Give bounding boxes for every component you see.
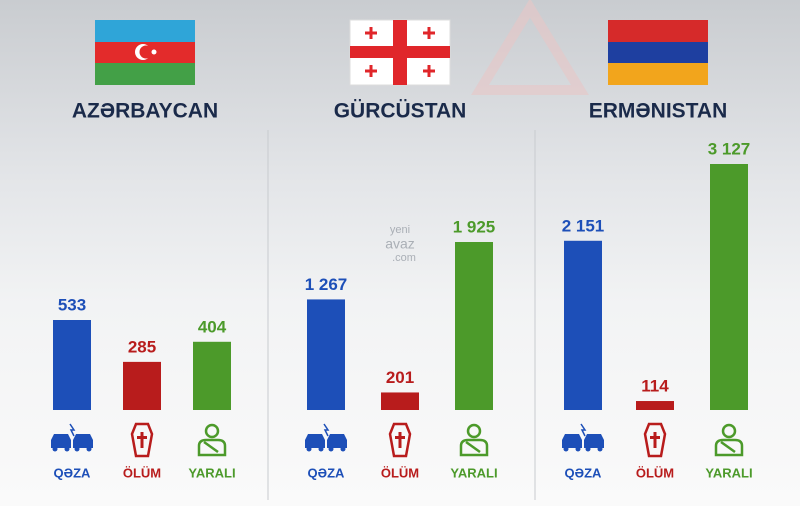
person-body	[197, 438, 227, 457]
car-wheel	[597, 446, 603, 452]
coffin-cross	[653, 432, 657, 448]
person-head	[721, 423, 737, 439]
coffin-cross	[650, 436, 660, 439]
category-label: ÖLÜM	[636, 465, 674, 480]
coffin-cross	[395, 436, 405, 439]
bar	[564, 240, 602, 410]
coffin-icon	[643, 422, 667, 458]
flag-small-cross	[427, 65, 431, 77]
car-wheel	[52, 446, 58, 452]
country-title: GÜRCÜSTAN	[334, 100, 467, 123]
crash-spark	[69, 423, 76, 437]
flag	[608, 20, 708, 85]
country-title: ERMƏNISTAN	[589, 100, 728, 123]
car-wheel	[74, 446, 80, 452]
category-label: ÖLÜM	[381, 465, 419, 480]
person-head	[466, 423, 482, 439]
watermark-text: avaz	[385, 236, 415, 252]
bar	[710, 164, 748, 410]
category-icon	[51, 423, 93, 452]
value-label: 404	[198, 317, 227, 336]
coffin-icon	[388, 422, 412, 458]
category-label: YARALI	[188, 465, 235, 480]
flag-stripe	[608, 20, 708, 42]
person-sling	[203, 440, 219, 454]
flag-stripe	[608, 42, 708, 63]
warning-sign	[471, 0, 589, 95]
category-label: YARALI	[450, 465, 497, 480]
category-icon	[388, 422, 412, 458]
category-icon	[714, 423, 744, 457]
car-icon	[584, 434, 604, 448]
person-sling	[465, 440, 481, 454]
category-label: YARALI	[705, 465, 752, 480]
person-body	[459, 438, 489, 457]
coffin-cross	[398, 432, 402, 448]
car-icon	[73, 434, 93, 448]
crash-spark	[580, 423, 587, 437]
category-label: QƏZA	[308, 465, 345, 480]
car-icon	[305, 434, 325, 448]
flag-stripe	[95, 20, 195, 42]
category-icon	[562, 423, 604, 452]
car-wheel	[340, 446, 346, 452]
car-icon	[51, 434, 71, 448]
watermark-text: yeni	[390, 224, 410, 236]
flag-small-cross	[369, 65, 373, 77]
car-icon	[327, 434, 347, 448]
coffin-cross	[140, 432, 144, 448]
bar	[53, 320, 91, 410]
coffin-icon	[130, 422, 154, 458]
country-title: AZƏRBAYCAN	[72, 100, 218, 123]
car-wheel	[563, 446, 569, 452]
bar	[381, 392, 419, 410]
car-wheel	[306, 446, 312, 452]
bar	[455, 242, 493, 410]
flag-stripe	[95, 63, 195, 85]
value-label: 1 267	[305, 275, 348, 294]
value-label: 114	[641, 377, 669, 396]
category-icon	[459, 423, 489, 457]
watermark: yeni avaz .com	[385, 224, 416, 264]
person-body	[714, 438, 744, 457]
flag-crescent	[139, 45, 153, 59]
category-icon	[130, 422, 154, 458]
value-label: 533	[58, 295, 86, 314]
category-label: QƏZA	[54, 465, 91, 480]
flag	[349, 19, 451, 86]
car-wheel	[328, 446, 334, 452]
value-label: 1 925	[453, 217, 496, 236]
car-wheel	[318, 446, 324, 452]
value-label: 3 127	[708, 139, 751, 158]
person-head	[204, 423, 220, 439]
bar	[636, 401, 674, 410]
value-label: 285	[128, 337, 156, 356]
car-wheel	[86, 446, 92, 452]
flag-small-cross	[427, 27, 431, 39]
flag-stripe	[608, 63, 708, 85]
category-icon	[197, 423, 227, 457]
car-wheel	[585, 446, 591, 452]
category-label: ÖLÜM	[123, 465, 161, 480]
bar	[123, 361, 161, 410]
flag	[95, 20, 195, 85]
car-icon	[562, 434, 582, 448]
value-label: 2 151	[562, 216, 605, 235]
category-icon	[305, 423, 347, 452]
flag-star	[151, 49, 157, 55]
category-label: QƏZA	[565, 465, 602, 480]
flag-cross	[393, 20, 407, 85]
value-label: 201	[386, 368, 414, 387]
coffin-cross	[137, 436, 147, 439]
watermark-text: .com	[392, 252, 416, 264]
person-sling	[720, 440, 736, 454]
category-icon	[643, 422, 667, 458]
crash-spark	[323, 423, 330, 437]
car-wheel	[575, 446, 581, 452]
bar	[307, 299, 345, 410]
bar	[193, 341, 231, 410]
car-wheel	[64, 446, 70, 452]
flag-small-cross	[369, 27, 373, 39]
